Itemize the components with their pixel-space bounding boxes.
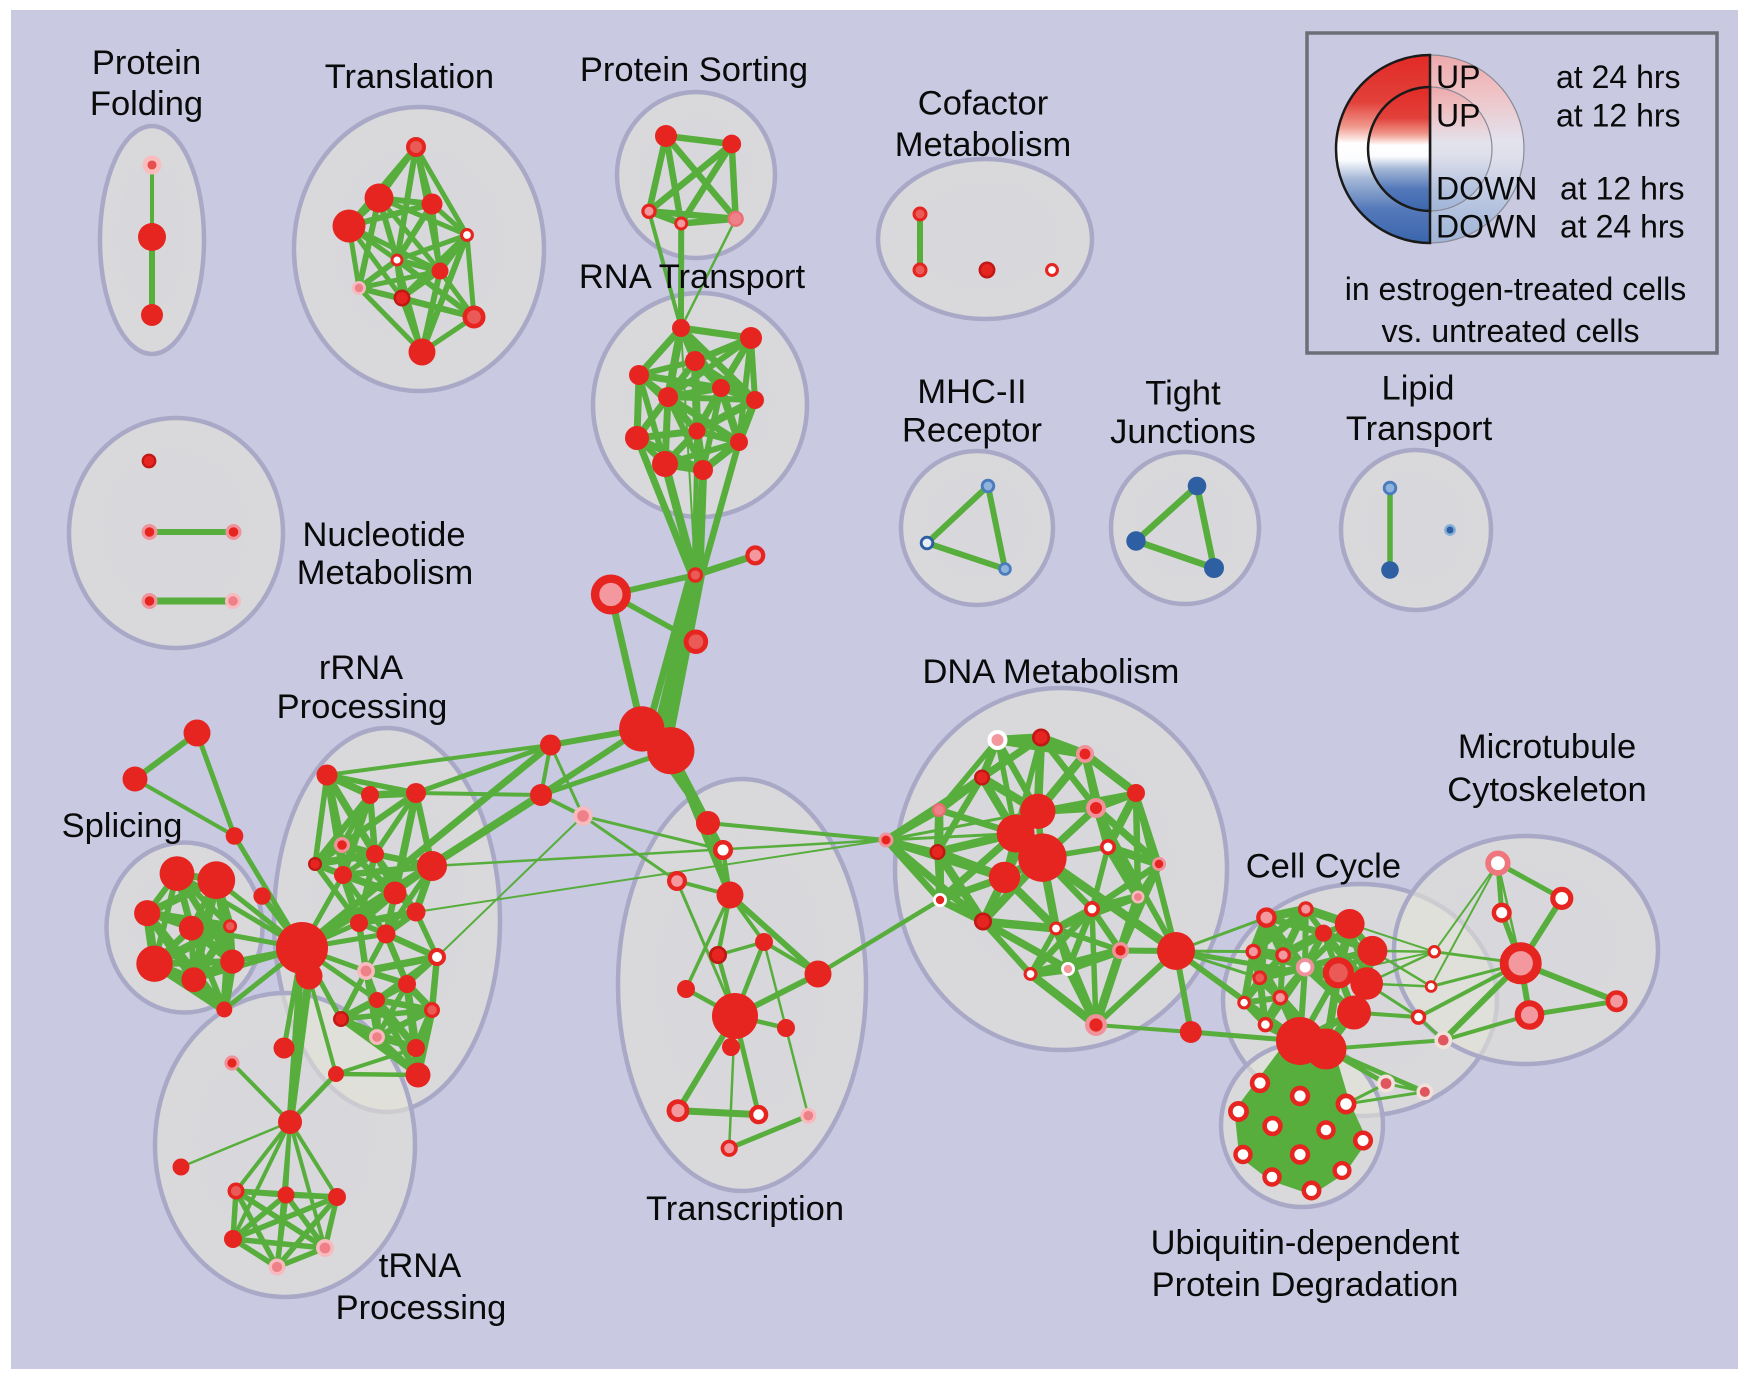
svg-text:Metabolism: Metabolism — [297, 554, 473, 592]
svg-text:UP: UP — [1436, 59, 1480, 95]
svg-text:rRNA: rRNA — [319, 649, 403, 687]
svg-text:Protein: Protein — [92, 44, 201, 82]
svg-text:Translation: Translation — [325, 58, 494, 96]
svg-text:tRNA: tRNA — [379, 1247, 461, 1285]
svg-text:UP: UP — [1436, 98, 1480, 134]
svg-text:at 24 hrs: at 24 hrs — [1560, 209, 1685, 245]
svg-text:in estrogen-treated cells: in estrogen-treated cells — [1345, 271, 1687, 307]
svg-text:DOWN: DOWN — [1436, 209, 1537, 245]
svg-text:at 24 hrs: at 24 hrs — [1556, 59, 1681, 95]
svg-text:Cofactor: Cofactor — [918, 85, 1048, 123]
svg-text:Receptor: Receptor — [902, 412, 1042, 450]
svg-text:Processing: Processing — [277, 688, 448, 726]
svg-text:Cytoskeleton: Cytoskeleton — [1447, 771, 1646, 809]
svg-text:at 12 hrs: at 12 hrs — [1560, 170, 1685, 206]
svg-text:MHC-II: MHC-II — [917, 373, 1026, 411]
svg-text:DOWN: DOWN — [1436, 170, 1537, 206]
svg-text:Transcription: Transcription — [646, 1190, 844, 1228]
svg-text:Junctions: Junctions — [1110, 413, 1256, 451]
svg-text:Tight: Tight — [1145, 375, 1221, 413]
svg-text:Protein Degradation: Protein Degradation — [1152, 1266, 1459, 1304]
svg-text:Protein Sorting: Protein Sorting — [580, 51, 808, 89]
svg-text:Folding: Folding — [90, 85, 203, 123]
svg-text:vs. untreated cells: vs. untreated cells — [1382, 313, 1640, 349]
svg-text:Transport: Transport — [1346, 410, 1493, 448]
svg-text:Cell Cycle: Cell Cycle — [1246, 848, 1401, 886]
svg-text:Processing: Processing — [336, 1289, 507, 1327]
svg-text:Metabolism: Metabolism — [895, 126, 1071, 164]
svg-text:DNA Metabolism: DNA Metabolism — [922, 653, 1179, 691]
svg-text:Nucleotide: Nucleotide — [302, 516, 465, 554]
svg-text:Splicing: Splicing — [62, 807, 183, 845]
svg-text:Microtubule: Microtubule — [1458, 728, 1636, 766]
svg-text:Ubiquitin-dependent: Ubiquitin-dependent — [1151, 1224, 1460, 1262]
svg-text:at 12 hrs: at 12 hrs — [1556, 98, 1681, 134]
svg-text:Lipid: Lipid — [1382, 370, 1455, 408]
svg-text:RNA Transport: RNA Transport — [579, 258, 806, 296]
